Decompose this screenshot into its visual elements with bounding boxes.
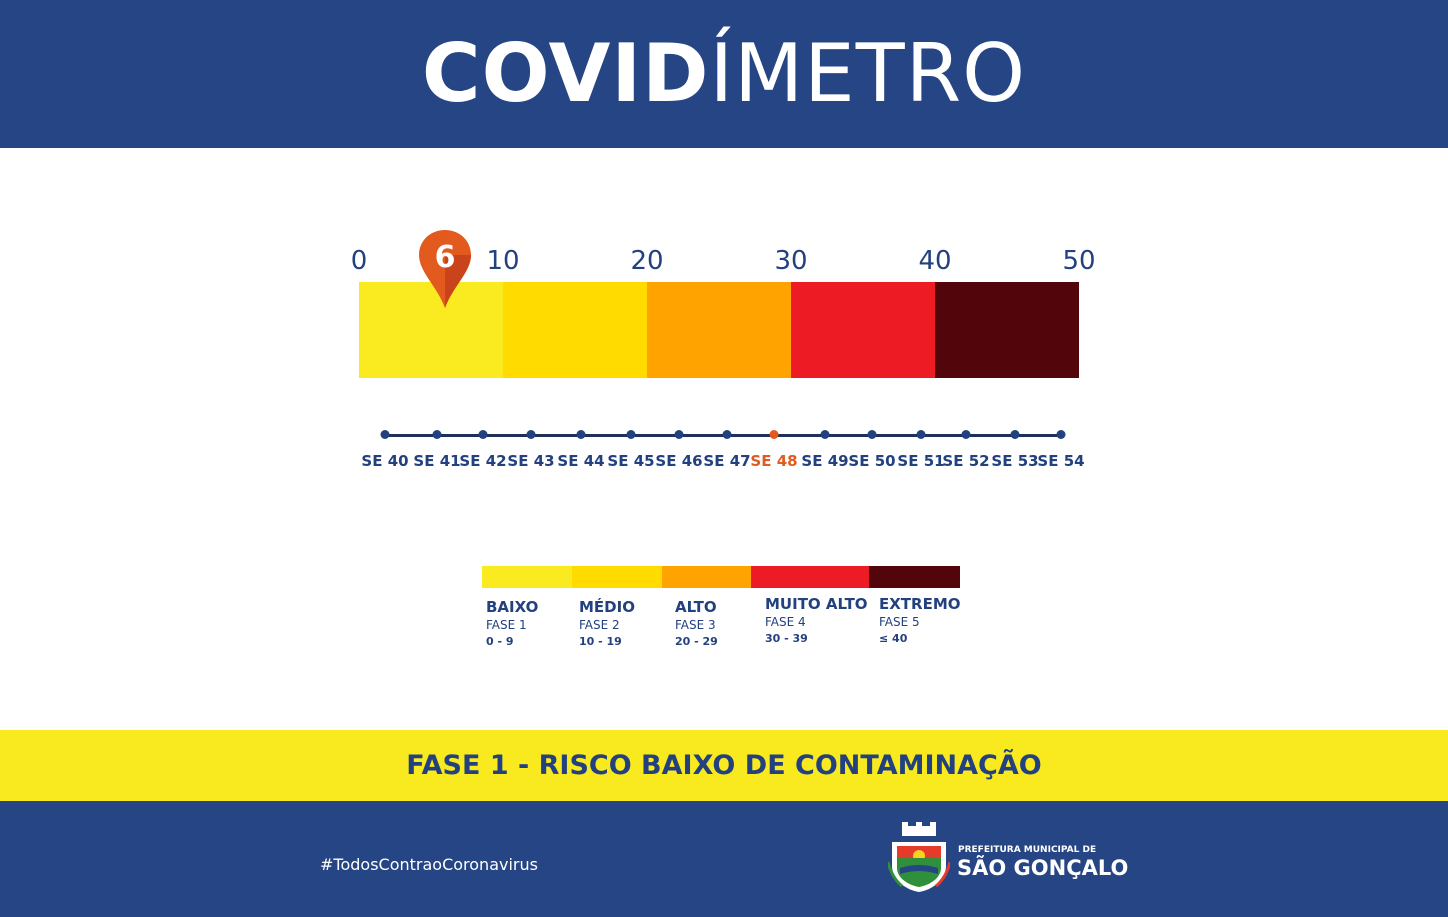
logo-subtitle: PREFEITURA MUNICIPAL DE [958, 845, 1097, 855]
week-label: SE 42 [459, 452, 507, 470]
legend-swatch-muito-alto [751, 566, 869, 588]
legend-swatch-baixo [482, 566, 572, 588]
pin-value: 6 [435, 240, 456, 275]
week-label: SE 44 [557, 452, 605, 470]
legend-swatch-medio [572, 566, 662, 588]
logo-title: SÃO GONÇALO [957, 856, 1129, 880]
legend-range: 0 - 9 [486, 635, 514, 648]
week-label: SE 45 [607, 452, 655, 470]
week-label: SE 40 [361, 452, 409, 470]
legend-range: 10 - 19 [579, 635, 622, 648]
scale-tick: 40 [918, 246, 952, 276]
scale-segment-muito-alto [791, 282, 935, 378]
legend-item-muito-alto: MUITO ALTO FASE 4 30 - 39 [765, 595, 868, 645]
status-text: FASE 1 - RISCO BAIXO DE CONTAMINAÇÃO [406, 750, 1042, 781]
footer [0, 801, 1448, 917]
legend-phase: FASE 4 [765, 615, 806, 629]
timeline-dot [432, 430, 442, 439]
legend-phase: FASE 1 [486, 618, 527, 632]
legend-bar [482, 566, 960, 588]
week-label: SE 46 [655, 452, 703, 470]
timeline-dot [820, 430, 830, 439]
legend-phase: FASE 2 [579, 618, 620, 632]
week-label: SE 54 [1037, 452, 1085, 470]
legend-name: MÉDIO [579, 598, 635, 616]
status-band: FASE 1 - RISCO BAIXO DE CONTAMINAÇÃO [0, 730, 1448, 801]
scale-segment-extremo [935, 282, 1079, 378]
header-banner: COVIDÍMETRO [0, 0, 1448, 148]
week-label: SE 51 [897, 452, 945, 470]
legend-item-extremo: EXTREMO FASE 5 ≤ 40 [879, 595, 961, 645]
risk-scale-bar [359, 282, 1079, 378]
legend-name: BAIXO [486, 598, 539, 616]
legend-range: 20 - 29 [675, 635, 718, 648]
scale-segment-alto [647, 282, 791, 378]
scale-segment-medio [503, 282, 647, 378]
timeline-dot [576, 430, 586, 439]
week-label: SE 52 [942, 452, 990, 470]
legend-range: 30 - 39 [765, 632, 808, 645]
legend-phase: FASE 5 [879, 615, 920, 629]
timeline-dot [380, 430, 390, 439]
timeline-dot [674, 430, 684, 439]
week-label: SE 50 [848, 452, 896, 470]
coat-of-arms-icon [888, 822, 950, 892]
hashtag: #TodosContraoCoronavirus [320, 855, 538, 874]
page-title: COVIDÍMETRO [422, 34, 1026, 114]
week-label: SE 49 [801, 452, 849, 470]
timeline-dot [478, 430, 488, 439]
legend-phase: FASE 3 [675, 618, 716, 632]
legend-item-baixo: BAIXO FASE 1 0 - 9 [486, 598, 538, 648]
location-pin-icon: 6 [419, 230, 472, 308]
title-light: ÍMETRO [709, 27, 1027, 120]
timeline-dot [1056, 430, 1066, 439]
scale-tick: 10 [486, 246, 520, 276]
legend-swatch-extremo [869, 566, 960, 588]
timeline-dot [722, 430, 732, 439]
timeline-dot [916, 430, 926, 439]
timeline-dot [626, 430, 636, 439]
scale-tick: 20 [630, 246, 664, 276]
timeline-dot [961, 430, 971, 439]
legend-name: ALTO [675, 598, 717, 616]
week-label: SE 43 [507, 452, 555, 470]
timeline-dot [1010, 430, 1020, 439]
legend-item-medio: MÉDIO FASE 2 10 - 19 [579, 598, 635, 648]
week-label: SE 47 [703, 452, 751, 470]
week-label: SE 41 [413, 452, 461, 470]
scale-tick: 50 [1062, 246, 1096, 276]
timeline-dot [526, 430, 536, 439]
scale-tick: 30 [774, 246, 808, 276]
legend-swatch-alto [662, 566, 751, 588]
scale-segment-baixo [359, 282, 503, 378]
week-label: SE 53 [991, 452, 1039, 470]
legend-name: EXTREMO [879, 595, 961, 613]
week-label: SE 48 [750, 452, 798, 470]
timeline-dot [867, 430, 877, 439]
title-bold: COVID [421, 27, 710, 120]
legend-range: ≤ 40 [879, 632, 908, 645]
timeline-dot [769, 430, 779, 439]
scale-tick: 0 [350, 246, 368, 276]
legend-name: MUITO ALTO [765, 595, 868, 613]
legend-item-alto: ALTO FASE 3 20 - 29 [675, 598, 718, 648]
